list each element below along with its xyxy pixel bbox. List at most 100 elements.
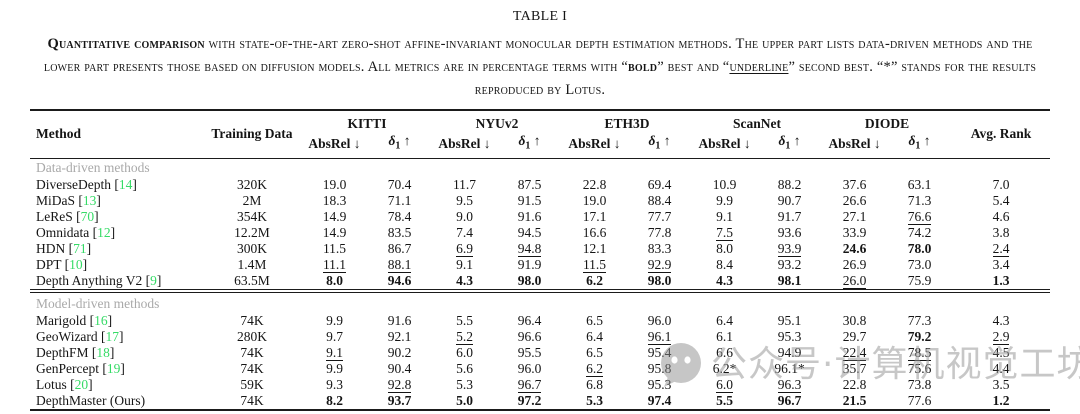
metric-cell: 93.2 <box>777 256 802 272</box>
metric-cell: 9.9 <box>326 360 343 376</box>
metric-cell: 9.9 <box>716 192 733 208</box>
metric-cell: 5.0 <box>456 392 473 408</box>
table-row: DPT [10] 1.4M 11.1 88.1 9.1 91.9 11.5 92.9 8.4 93… <box>30 257 1050 273</box>
metric-cell: 98.0 <box>517 272 542 288</box>
metric-cell: 5.6 <box>456 360 473 376</box>
metric-cell: 9.7 <box>326 328 343 344</box>
metric-cell: 9.0 <box>456 208 473 224</box>
training-data-cell: 74K <box>240 360 264 376</box>
method-cell: Depth Anything V2 [9] <box>36 272 162 288</box>
metric-cell: 92.9 <box>647 256 672 273</box>
citation-link[interactable]: 16 <box>94 312 108 328</box>
metric-cell: 8.4 <box>716 256 733 272</box>
col-header-training-data: Training Data <box>202 110 302 159</box>
metric-cell: 94.8 <box>517 240 542 257</box>
citation-link[interactable]: 20 <box>74 376 89 392</box>
citation-link[interactable]: 9 <box>150 272 157 288</box>
caption-bold-segment: bold <box>628 59 658 75</box>
metric-cell: 18.3 <box>322 192 347 208</box>
table-header: Method Training Data KITTI NYUv2 ETH3D ScanNe… <box>30 110 1051 159</box>
citation-link[interactable]: 12 <box>97 224 111 240</box>
metric-cell: 87.5 <box>517 176 542 192</box>
metric-cell: 4.3 <box>456 272 473 288</box>
metric-cell: 97.2 <box>517 392 542 408</box>
metric-cell: 7.4 <box>456 224 473 240</box>
metric-cell: 93.7 <box>387 392 412 408</box>
table-caption: TABLE I Quantitative comparison with sta… <box>0 0 1080 102</box>
metric-cell: 77.3 <box>907 312 932 328</box>
method-cell: MiDaS [13] <box>36 192 101 208</box>
citation-link[interactable]: 70 <box>80 208 95 224</box>
metric-cell: 78.5 <box>907 344 932 361</box>
metric-cell: 6.4 <box>716 312 733 328</box>
citation-link[interactable]: 71 <box>73 240 87 256</box>
table-row: DiverseDepth [14] 320K 19.0 70.4 11.7 87.5 22.… <box>30 177 1050 193</box>
col-header-avg-rank: Avg. Rank <box>952 110 1051 159</box>
metric-cell: 9.9 <box>326 312 343 328</box>
metric-cell: 91.7 <box>777 208 802 224</box>
metric-cell: 98.1 <box>777 272 802 288</box>
col-header-delta1: δ1 ↑ <box>497 132 562 159</box>
metric-cell: 29.7 <box>842 328 867 344</box>
metric-cell: 1.3 <box>992 272 1010 288</box>
metric-cell: 6.9 <box>456 240 473 257</box>
metric-cell: 75.6 <box>907 360 932 376</box>
metric-cell: 6.2 <box>586 272 603 288</box>
metric-cell: 78.4 <box>387 208 412 224</box>
citation-link[interactable]: 14 <box>118 176 133 192</box>
table-body: Data-driven methods DiverseDepth [14] 320K… <box>30 158 1051 410</box>
metric-cell: 96.1 <box>647 328 672 345</box>
metric-cell: 96.0 <box>517 360 542 376</box>
metric-cell: 14.9 <box>322 208 347 224</box>
metric-cell: 71.3 <box>907 192 932 208</box>
col-header-delta1: δ1 ↑ <box>627 132 693 159</box>
metric-cell: 88.1 <box>387 256 412 273</box>
training-data-cell: 59K <box>240 376 264 392</box>
citation-link[interactable]: 18 <box>96 344 110 360</box>
col-header-absrel: AbsRel ↓ <box>562 132 627 159</box>
metric-cell: 5.5 <box>716 392 733 408</box>
citation-link[interactable]: 10 <box>69 256 83 272</box>
metric-cell: 3.8 <box>992 224 1010 240</box>
metric-cell: 17.1 <box>582 208 607 224</box>
metric-cell: 8.0 <box>716 240 733 256</box>
metric-cell: 27.1 <box>842 208 867 224</box>
metric-cell: 5.5 <box>456 312 473 328</box>
metric-cell: 91.5 <box>517 192 542 208</box>
metric-cell: 22.8 <box>582 176 607 192</box>
metric-cell: 91.9 <box>517 256 542 272</box>
table-row: Depth Anything V2 [9] 63.5M 8.0 94.6 4.3 98.0… <box>30 273 1050 291</box>
metric-cell: 77.8 <box>647 224 672 240</box>
metric-cell: 86.7 <box>387 240 412 256</box>
training-data-cell: 320K <box>237 176 267 192</box>
col-header-absrel: AbsRel ↓ <box>692 132 758 159</box>
table-row: DepthFM [18] 74K 9.1 90.2 6.0 95.5 6.5 95.4 6.6 9… <box>30 345 1050 361</box>
metric-cell: 6.5 <box>586 312 603 328</box>
metric-cell: 96.6 <box>517 328 542 344</box>
citation-link[interactable]: 17 <box>105 328 120 344</box>
metric-cell: 21.5 <box>842 392 867 408</box>
metric-cell: 6.5 <box>586 344 603 360</box>
metric-cell: 6.1 <box>716 328 733 344</box>
metric-cell: 7.5 <box>716 224 733 241</box>
metric-cell: 35.7 <box>842 360 867 376</box>
metric-cell: 2.4 <box>992 240 1010 257</box>
metric-cell: 96.1* <box>774 360 805 376</box>
metric-cell: 9.1 <box>456 256 473 272</box>
training-data-cell: 74K <box>240 312 264 328</box>
method-cell: DPT [10] <box>36 256 88 272</box>
method-cell: DepthMaster (Ours) <box>36 392 146 408</box>
metric-cell: 7.0 <box>992 176 1010 192</box>
citation-link[interactable]: 19 <box>106 360 121 376</box>
metric-cell: 8.2 <box>326 392 343 408</box>
method-cell: HDN [71] <box>36 240 92 256</box>
metric-cell: 73.0 <box>907 256 932 272</box>
metric-cell: 19.0 <box>322 176 347 192</box>
metric-cell: 4.6 <box>992 208 1010 224</box>
citation-link[interactable]: 13 <box>82 192 97 208</box>
table-row: Omnidata [12] 12.2M 14.9 83.5 7.4 94.5 16.6 77.… <box>30 225 1050 241</box>
col-header-dataset-eth3d: ETH3D <box>604 116 650 131</box>
metric-cell: 10.9 <box>712 176 737 192</box>
method-cell: DiverseDepth [14] <box>36 176 137 192</box>
metric-cell: 96.7 <box>777 392 802 408</box>
